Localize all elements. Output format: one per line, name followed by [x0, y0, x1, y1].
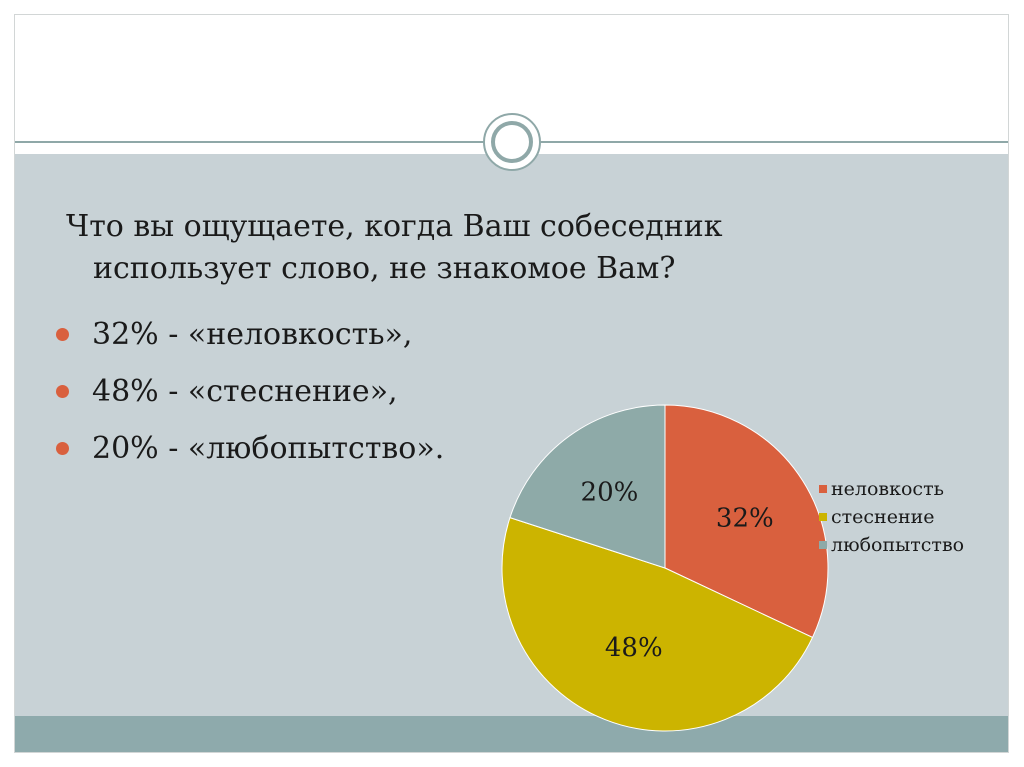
circle-ornament-icon	[483, 113, 541, 171]
bullet-dot-icon	[56, 328, 69, 341]
bullet-text: 32% - «неловкость»,	[92, 317, 413, 352]
chart-legend: неловкость стеснение любопытство	[819, 475, 964, 559]
legend-entry-неловкость: неловкость	[819, 475, 964, 503]
data-label-стеснение: 48%	[605, 633, 663, 663]
legend-swatch	[819, 513, 827, 521]
question-line-1: Что вы ощущаете, когда Ваш собеседник	[66, 209, 723, 244]
footer-band	[15, 716, 1008, 752]
pie-slice-стеснение	[501, 516, 814, 732]
question-line-2: использует слово, не знакомое Вам?	[93, 251, 676, 286]
legend-label: стеснение	[831, 506, 935, 528]
bullet-item-2: 20% - «любопытство».	[52, 420, 444, 477]
legend-entry-любопытство: любопытство	[819, 531, 964, 559]
legend-label: неловкость	[831, 478, 944, 500]
question-text: Что вы ощущаете, когда Ваш собеседник ис…	[66, 206, 866, 290]
slide-frame	[14, 14, 1009, 753]
bullet-item-1: 48% - «стеснение»,	[52, 363, 444, 420]
legend-swatch	[819, 485, 827, 493]
circle-ornament-inner	[491, 121, 533, 163]
data-label-неловкость: 32%	[716, 503, 774, 533]
bullet-item-0: 32% - «неловкость»,	[52, 306, 444, 363]
pie-slice-любопытство	[509, 404, 666, 569]
bullet-dot-icon	[56, 385, 69, 398]
data-label-любопытство: 20%	[581, 478, 639, 508]
pie-slice-неловкость	[664, 404, 829, 639]
bullet-text: 20% - «любопытство».	[92, 431, 445, 466]
legend-entry-стеснение: стеснение	[819, 503, 964, 531]
legend-label: любопытство	[831, 534, 965, 556]
legend-swatch	[819, 541, 827, 549]
bullet-dot-icon	[56, 442, 69, 455]
bullet-text: 48% - «стеснение»,	[92, 374, 398, 409]
bullet-list: 32% - «неловкость», 48% - «стеснение», 2…	[52, 306, 444, 477]
